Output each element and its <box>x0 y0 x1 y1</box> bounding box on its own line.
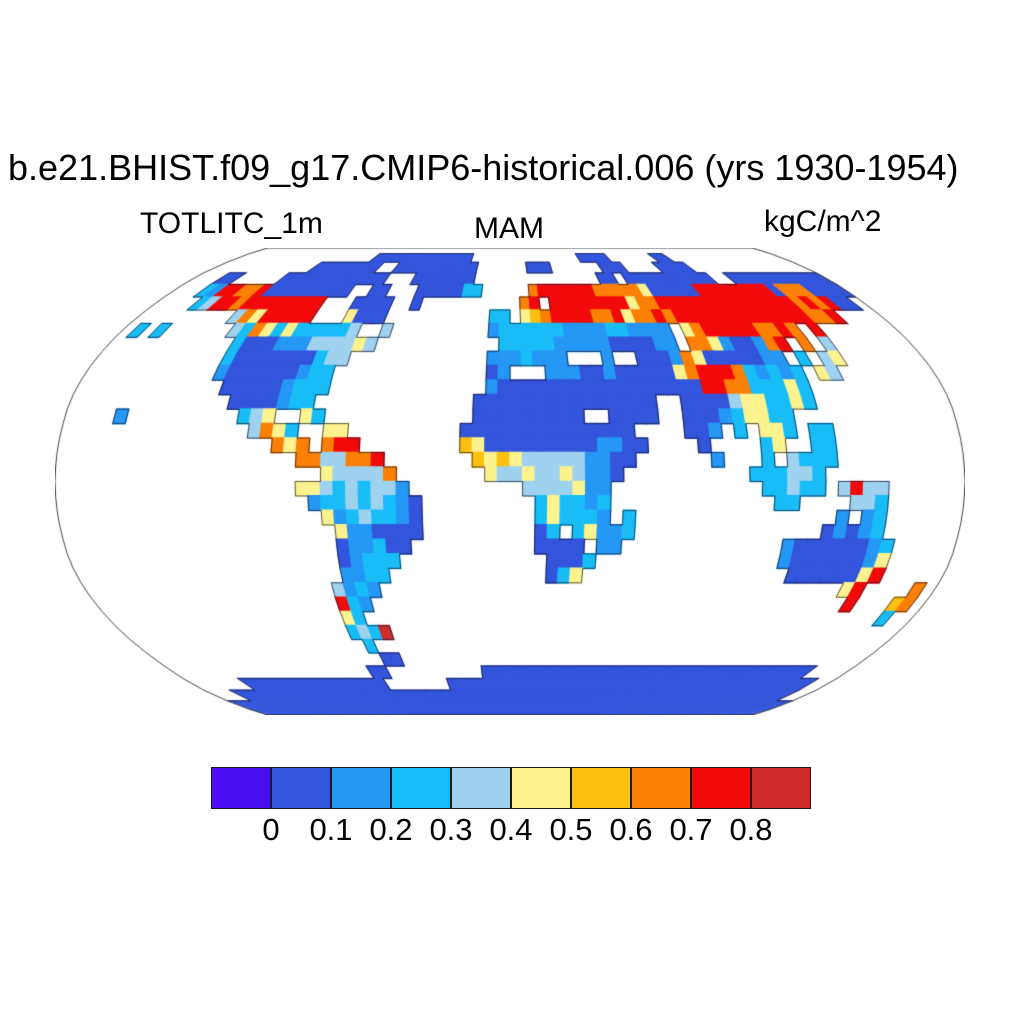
colorbar-tick-label: 0.5 <box>549 812 593 847</box>
colorbar-segment-6 <box>571 767 631 809</box>
colorbar-tick-label: 0.3 <box>429 812 473 847</box>
units-label: kgC/m^2 <box>764 205 882 238</box>
colorbar-segment-9 <box>751 767 811 809</box>
colorbar-segment-2 <box>331 767 391 809</box>
colorbar-segment-7 <box>631 767 691 809</box>
colorbar-segment-4 <box>451 767 511 809</box>
variable-label: TOTLITC_1m <box>140 207 323 240</box>
plot-title: b.e21.BHIST.f09_g17.CMIP6-historical.006… <box>8 147 959 188</box>
season-label: MAM <box>474 212 544 245</box>
colorbar-tick-label: 0.2 <box>369 812 413 847</box>
colorbar-segment-5 <box>511 767 571 809</box>
colorbar-tick-label: 0.6 <box>609 812 653 847</box>
colorbar-tick-label: 0.7 <box>669 812 713 847</box>
colorbar-segment-8 <box>691 767 751 809</box>
world-map-canvas <box>55 248 965 715</box>
colorbar-tick-label: 0 <box>262 812 280 847</box>
colorbar-tick-label: 0.8 <box>729 812 773 847</box>
colorbar-segment-0 <box>211 767 271 809</box>
colorbar-tick-label: 0.1 <box>309 812 353 847</box>
colorbar-segment-3 <box>391 767 451 809</box>
colorbar <box>211 767 811 809</box>
colorbar-segment-1 <box>271 767 331 809</box>
colorbar-tick-label: 0.4 <box>489 812 533 847</box>
